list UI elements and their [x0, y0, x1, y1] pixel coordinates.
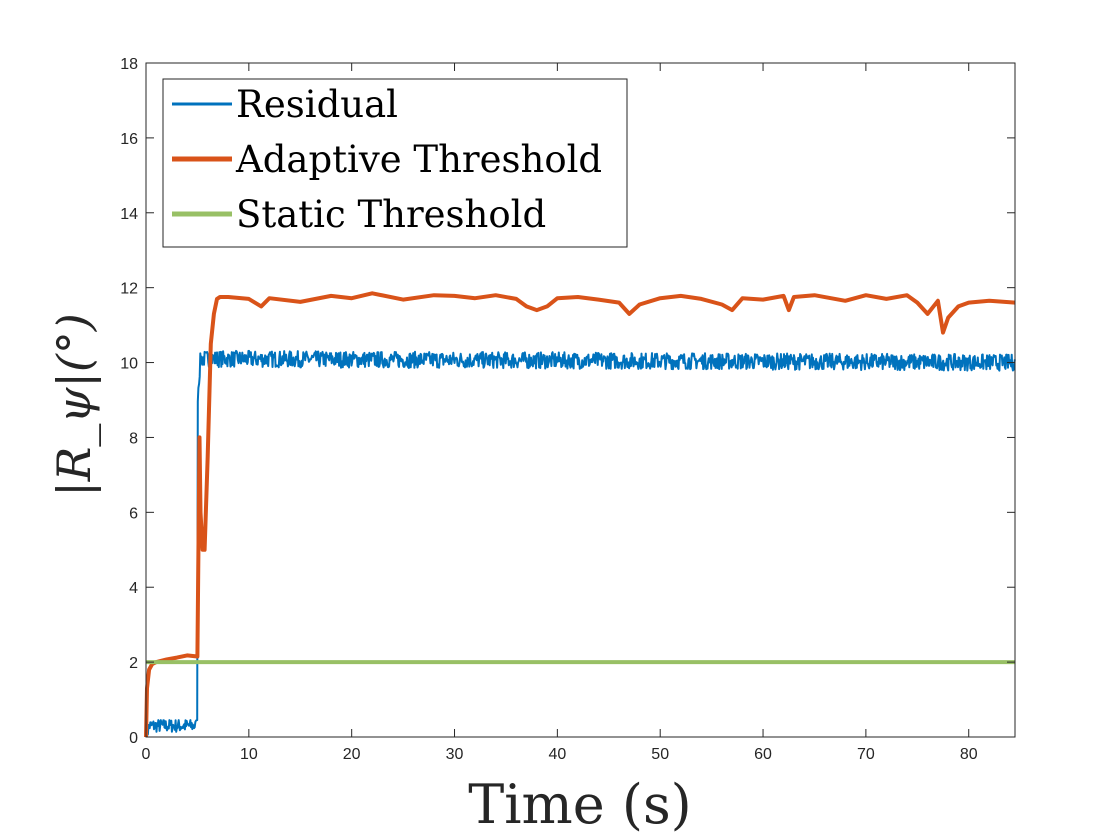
legend-box: [162, 78, 628, 248]
y-tick-label: 14: [120, 206, 138, 223]
x-tick-label: 10: [240, 746, 258, 763]
y-tick-label: 12: [120, 281, 138, 298]
legend-label: Residual: [236, 83, 398, 126]
x-axis-title: Time (s): [468, 773, 691, 836]
y-axis-title: |R_ψ|(°): [47, 313, 101, 497]
series-line-residual: [145, 349, 1016, 738]
y-tick-label: 10: [120, 356, 138, 373]
legend-label: Adaptive Threshold: [235, 138, 602, 181]
x-tick-label: 80: [960, 746, 978, 763]
x-tick-label: 30: [446, 746, 464, 763]
x-tick-label: 0: [142, 746, 151, 763]
y-tick-label: 6: [129, 505, 138, 522]
y-tick-label: 8: [129, 430, 138, 447]
y-tick-label: 0: [129, 730, 138, 747]
x-tick-label: 60: [754, 746, 772, 763]
x-tick-label: 70: [857, 746, 875, 763]
y-tick-label: 18: [120, 56, 138, 73]
series-line-adaptive-threshold: [144, 291, 1016, 738]
x-tick-label: 50: [651, 746, 669, 763]
axes-border: [145, 62, 1016, 738]
x-tick-label: 40: [548, 746, 566, 763]
x-tick-label: 20: [343, 746, 361, 763]
y-tick-label: 16: [120, 131, 138, 148]
legend-label: Static Threshold: [236, 193, 546, 236]
legend: Residual Adaptive Threshold Static Thresho…: [162, 78, 628, 248]
y-tick-label: 4: [129, 580, 138, 597]
y-tick-label: 2: [129, 655, 138, 672]
